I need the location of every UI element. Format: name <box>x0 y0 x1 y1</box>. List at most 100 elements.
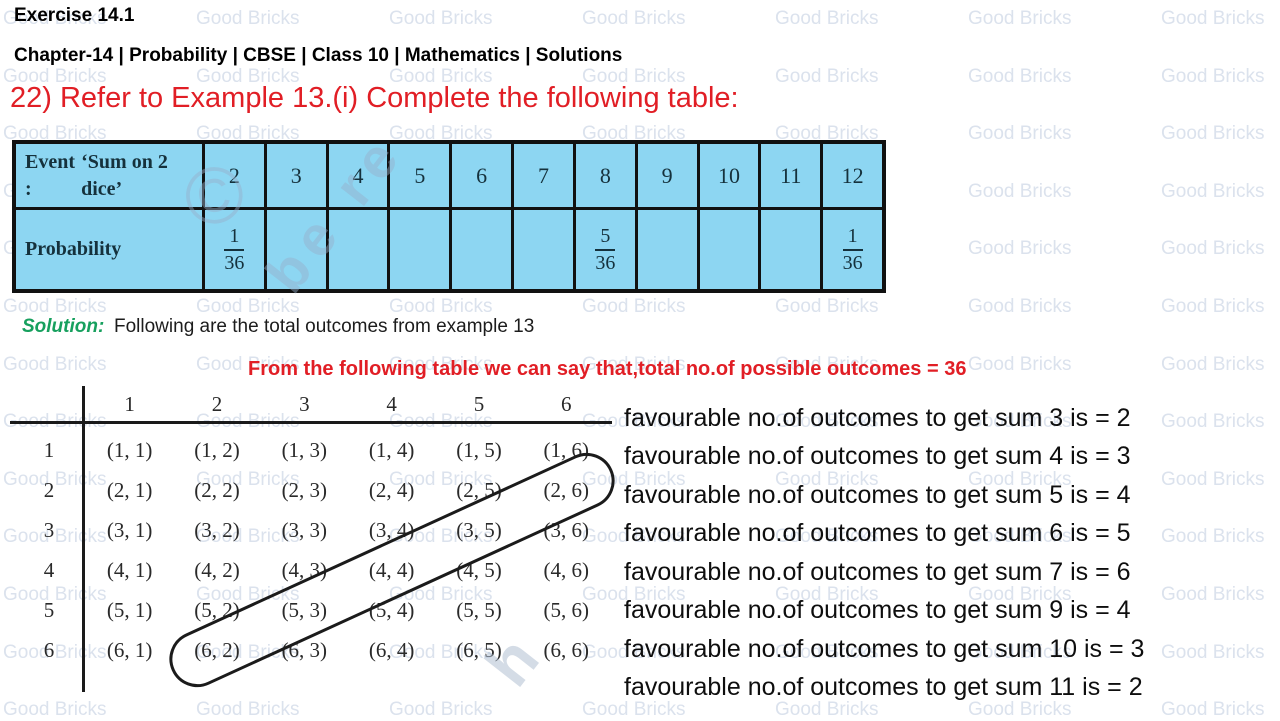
fraction-numerator: 1 <box>224 225 245 251</box>
grid-cell: (4, 1) <box>106 557 153 582</box>
watermark-tile: Good Bricks <box>3 526 107 548</box>
watermark-tile: Good Bricks <box>968 65 1072 87</box>
grid-cell: (4, 3) <box>281 557 328 582</box>
grid-row-header: 5 <box>43 597 55 622</box>
grid-cell: (2, 4) <box>368 477 415 502</box>
favourable-line: favourable no.of outcomes to get sum 7 i… <box>624 557 1131 586</box>
watermark-tile: Good Bricks <box>968 123 1072 145</box>
watermark-tile: Good Bricks <box>775 411 879 433</box>
grid-cells: (1, 1) (1, 2) (1, 3) (1, 4) (1, 5) (1, 6) (2, … <box>86 430 610 670</box>
watermark-tile: Good Bricks <box>389 584 493 605</box>
watermark-tile: Good Bricks <box>775 296 879 317</box>
probability-cell: 1 36 <box>820 210 882 289</box>
watermark-tile: Good Bricks <box>196 641 300 663</box>
probability-cell <box>696 210 759 289</box>
sum-cell: 10 <box>696 144 759 210</box>
grid-cell: (2, 1) <box>106 477 153 502</box>
event-label-line2: ‘Sum on 2 dice’ <box>81 150 168 200</box>
probability-cell <box>449 210 511 289</box>
watermark-tile: Good Bricks <box>582 353 686 375</box>
event-label-cell: Event : ‘Sum on 2 dice’ <box>16 144 202 210</box>
grid-horizontal-rule <box>10 421 612 424</box>
favourable-line: favourable no.of outcomes to get sum 4 i… <box>624 442 1131 471</box>
watermark-tile: Good Bricks <box>968 353 1072 375</box>
watermark-tile: Good Bricks <box>775 468 879 490</box>
grid-cell: (5, 3) <box>281 597 328 622</box>
watermark-tile: Good Bricks <box>3 8 107 29</box>
watermark-tile: Good Bricks <box>389 526 493 548</box>
grid-cell: (2, 3) <box>281 477 328 502</box>
watermark-tile: Good Bricks <box>196 584 300 605</box>
watermark-tile: Good Bricks <box>1161 526 1265 548</box>
watermark-tile: Good Bricks <box>775 584 879 605</box>
probability-table: Event : ‘Sum on 2 dice’ 2 3 4 5 6 7 8 9 10 11 12 Prob… <box>12 140 886 293</box>
probability-cell <box>263 210 326 289</box>
watermark-tile: Good Bricks <box>389 468 493 490</box>
fraction: 1 36 <box>224 225 245 274</box>
grid-cell: (2, 2) <box>194 477 240 502</box>
watermark-tile: Good Bricks <box>1161 641 1265 663</box>
watermark-tile: Good Bricks <box>582 411 686 433</box>
grid-cell: (5, 4) <box>368 597 415 622</box>
watermark-tile: Good Bricks <box>775 699 879 721</box>
watermark-tile: Good Bricks <box>582 468 686 490</box>
fraction-denominator: 36 <box>595 251 616 274</box>
sum-cell: 5 <box>387 144 450 210</box>
favourable-line: favourable no.of outcomes to get sum 6 i… <box>624 519 1131 548</box>
watermark-tile: Good Bricks <box>196 353 300 375</box>
exercise-title: Exercise 14.1 <box>14 5 135 26</box>
watermark-tile: Good Bricks <box>1161 699 1265 721</box>
solution-label: Solution: <box>22 316 105 337</box>
watermark-tile: Good Bricks <box>775 526 879 548</box>
watermark-tile: Good Bricks <box>389 123 493 145</box>
watermark-tile: Good Bricks <box>775 353 879 375</box>
grid-cell: (5, 2) <box>194 597 240 622</box>
watermark-tile: Good Bricks <box>968 411 1072 433</box>
watermark-tile: Good Bricks <box>968 526 1072 548</box>
probability-cell <box>325 210 388 289</box>
fraction: 1 36 <box>842 225 863 274</box>
watermark-tile: Good Bricks <box>968 699 1072 721</box>
watermark-tile: Good Bricks <box>389 8 493 29</box>
watermark-tile: Good Bricks <box>3 65 107 87</box>
watermark-tile: Good Bricks <box>1161 238 1265 260</box>
watermark-tile: Good Bricks <box>3 699 107 721</box>
watermark-tile: Good Bricks <box>582 8 686 29</box>
probability-cell <box>634 210 697 289</box>
grid-row-header: 4 <box>43 557 55 582</box>
watermark-tile: Good Bricks <box>775 641 879 663</box>
grid-row: (5, 1) (5, 2) (5, 3) (5, 4) (5, 5) (5, 6) <box>86 590 610 630</box>
watermark-tile: Good Bricks <box>196 123 300 145</box>
favourable-line: favourable no.of outcomes to get sum 3 i… <box>624 403 1131 432</box>
grid-col-header: 6 <box>561 392 572 416</box>
chapter-breadcrumb: Chapter-14 | Probability | CBSE | Class … <box>14 45 623 66</box>
watermark-tile: Good Bricks <box>3 123 107 145</box>
watermark-tile: Good Bricks <box>389 699 493 721</box>
grid-cell: (1, 2) <box>194 437 240 462</box>
grid-cell: (4, 5) <box>456 557 502 582</box>
sum-cell: 6 <box>449 144 512 210</box>
favourable-line: favourable no.of outcomes to get sum 11 … <box>624 673 1143 702</box>
sum-cell: 8 <box>572 144 635 210</box>
grid-cell: (3, 5) <box>456 517 502 542</box>
watermark-tile: Good Bricks <box>968 238 1072 260</box>
grid-cell: (6, 6) <box>543 637 590 662</box>
fraction-numerator: 5 <box>595 225 616 251</box>
watermark-tile: Good Bricks <box>389 641 493 663</box>
grid-cell: (6, 5) <box>456 637 502 662</box>
watermark-tile: Good Bricks <box>968 641 1072 663</box>
grid-row-header: 6 <box>43 637 55 662</box>
sum-cell: 11 <box>758 144 821 210</box>
sum-cell: 9 <box>634 144 697 210</box>
sum-cell: 7 <box>511 144 573 210</box>
grid-cell: (1, 1) <box>106 437 153 462</box>
grid-cell: (4, 2) <box>194 557 240 582</box>
fraction-denominator: 36 <box>842 251 863 274</box>
watermark-tile: Good Bricks <box>196 296 300 317</box>
probability-cell <box>511 210 573 289</box>
watermark-tile: Good Bricks <box>1161 8 1265 29</box>
grid-cell: (2, 6) <box>543 477 590 502</box>
grid-row-header: 2 <box>43 477 55 502</box>
sum-cell: 2 <box>202 144 264 210</box>
